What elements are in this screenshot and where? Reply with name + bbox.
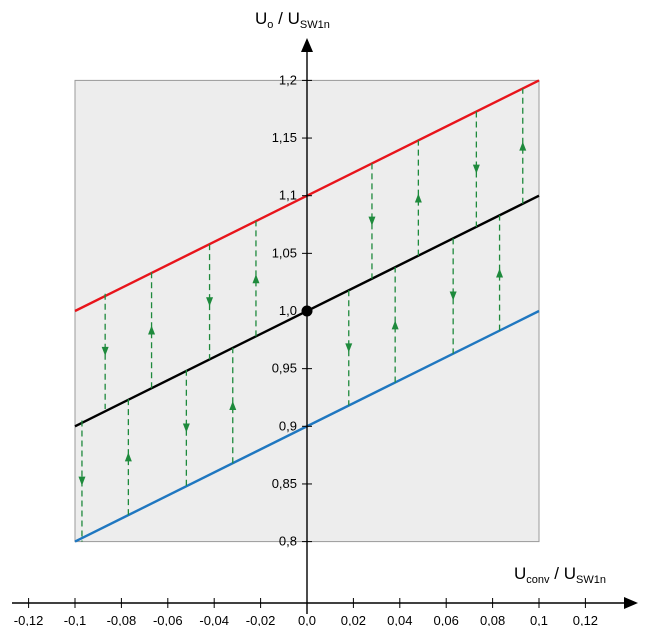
arrowhead-down [345,343,353,353]
arrowhead-up [148,325,156,335]
arrowhead-up [252,274,260,284]
x-tick-label: 0,12 [573,613,598,626]
arrowhead-down [78,476,86,486]
arrowhead-down [368,216,376,226]
transition-arrow [391,267,399,383]
transition-arrow [449,238,457,354]
arrowhead-up [124,452,132,462]
x-axis-label-main: U [514,564,526,583]
transition-arrow [496,215,504,331]
x-tick-label: 0,06 [434,613,459,626]
arrowhead-down [472,164,480,174]
x-axis-label: Uconv / USW1n [514,564,606,586]
transition-arrow [78,420,86,542]
x-tick-label: 0,02 [341,613,366,626]
x-axis-ticks: -0,12 -0,1 -0,08 -0,06 -0,04 -0,02 0,0 0,02 0,04… [14,598,598,626]
y-tick-label: 1,1 [279,188,297,203]
x-axis-label-main2: U [564,564,576,583]
transition-arrow [124,398,132,516]
transitions-layer [78,88,527,542]
arrowhead-up [519,141,527,151]
y-tick-label: 0,95 [272,361,297,376]
arrowhead-down [101,346,109,356]
transition-arrow [148,271,156,389]
x-tick-label: 0,04 [387,613,412,626]
x-axis-label-sub2: SW1n [576,574,606,586]
arrowhead-up [229,401,237,411]
y-tick-label: 0,9 [279,418,297,433]
transition-arrow [206,244,214,360]
y-axis-label-sep: / [273,9,287,28]
transition-arrow [229,347,237,464]
arrowhead-up [414,193,422,203]
arrowhead-down [182,423,190,433]
x-tick-label: -0,1 [64,613,86,626]
x-tick-label: 0,08 [480,613,505,626]
y-tick-label: 1,0 [279,303,297,318]
transition-arrow [252,221,260,337]
x-axis-label-sep: / [550,564,564,583]
transition-arrow [182,369,190,487]
axes-layer [12,38,638,614]
x-tick-label: -0,08 [107,613,137,626]
y-tick-label: 1,05 [272,245,297,260]
transition-arrow [414,140,422,256]
transition-arrow [368,163,376,279]
y-tick-label: 0,85 [272,476,297,491]
x-tick-label: -0,04 [199,613,229,626]
y-axis-label-main: U [255,9,267,28]
arrowhead-down [206,297,214,307]
x-axis-label-sub: conv [526,574,550,586]
y-axis-label: Uo / USW1n [255,9,330,31]
x-tick-label: -0,02 [246,613,276,626]
x-tick-label: -0,12 [14,613,44,626]
transition-arrow [472,111,480,227]
y-axis-label-main2: U [288,9,300,28]
arrowhead-up [496,268,504,278]
x-tick-label: 0,0 [298,613,316,626]
arrowhead-up [391,320,399,330]
transition-arrow [101,293,109,410]
x-tick-label: -0,06 [153,613,183,626]
y-tick-label: 1,15 [272,130,297,145]
transition-arrow [345,290,353,406]
y-axis-label-sub2: SW1n [300,19,330,31]
y-tick-label: 1,2 [279,72,297,87]
arrowhead-down [449,291,457,301]
transition-arrow [519,88,527,204]
y-axis-label-sub: o [267,19,273,31]
x-tick-label: 0,1 [530,613,548,626]
y-tick-label: 0,8 [279,534,297,549]
y-axis-ticks: 0,8 0,85 0,9 0,95 1,0 1,05 1,1 1,15 1,2 [272,72,312,549]
